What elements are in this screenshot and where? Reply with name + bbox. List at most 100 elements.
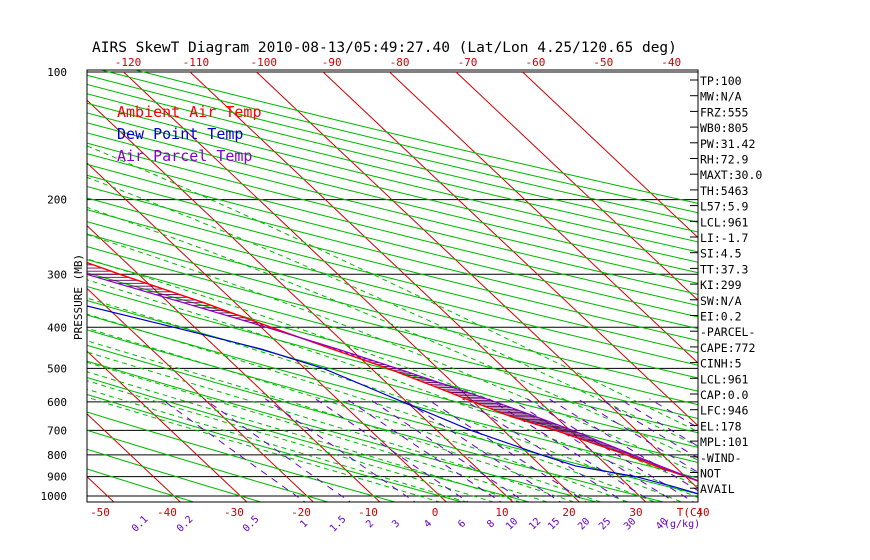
isotherm-line [87,162,441,497]
index-value: MAXT:30.0 [700,168,762,182]
top-temp-tick-label: -40 [661,56,681,69]
index-value: TT:37.3 [700,262,749,276]
dry-adiabat-line [87,285,698,448]
isotherm-line [87,350,241,497]
index-value: CAP:0.0 [700,388,749,402]
dry-adiabat-line [87,174,698,330]
grid-lines [0,70,849,505]
isotherm-line [389,71,698,364]
pressure-tick-label: 500 [47,362,67,375]
isotherm-line [706,496,716,505]
index-value: -PARCEL- [700,325,755,339]
mixing-ratio-line [548,398,698,492]
mixing-ratio-tick-label: 25 [597,516,613,532]
index-value: LCL:961 [700,372,749,386]
mixing-ratio-tick-label: 2 [364,518,376,530]
isotherm-line [522,71,698,239]
mixing-ratio-tick-label: 4 [422,518,434,530]
moist-adiabat-line [87,327,630,502]
mixing-ratio-tick-label: 1 [298,518,310,530]
top-temp-tick-label: -110 [183,56,210,69]
index-value: LFC:946 [700,404,749,418]
pressure-axis-label: PRESSURE (MB) [72,254,85,340]
isotherm-line [773,496,783,505]
temp-tick-label: 30 [629,506,642,519]
index-value: FRZ:555 [700,105,748,119]
mixing-ratio-line [509,398,676,502]
dry-adiabat-line [87,429,330,502]
moist-adiabat-line [87,361,549,502]
temp-tick-label: -20 [291,506,311,519]
mixing-ratio-line [160,398,306,502]
dry-adiabat-line [87,246,698,406]
dry-adiabat-line [87,376,532,502]
temp-tick-label: -50 [90,506,110,519]
profile-series [87,261,698,495]
isotherm-line [439,495,448,502]
dry-adiabat-line [87,344,666,502]
dew-point-temp-line [87,305,698,495]
isotherm-line [839,496,849,505]
index-value: MPL:101 [700,435,749,449]
temp-tick-label: -30 [224,506,244,519]
top-temp-tick-label: -120 [115,56,142,69]
moist-adiabat-line [87,234,698,474]
isotherm-line [123,71,574,497]
dry-adiabat-line [87,102,698,253]
dry-adiabat-line [87,93,698,243]
mixing-ratio-tick-label: 20 [576,516,592,532]
mixing-ratio-line [368,398,527,502]
air-parcel-temp-line [87,273,698,482]
isotherm-line [87,287,308,497]
mixing-ratio-line [577,398,698,473]
isotherm-line [87,99,507,497]
cape-hatching [87,264,685,477]
temp-tick-label: 10 [495,506,508,519]
isotherm-line [0,72,41,496]
mixing-ratio-tick-label: 1.5 [328,514,349,535]
dry-adiabat-line [87,74,698,223]
index-value: EI:0.2 [700,310,742,324]
index-value: EL:178 [700,419,742,433]
index-value: WB0:805 [700,121,748,135]
moist-adiabat-line [87,176,698,447]
index-value: SI:4.5 [700,247,742,261]
mixing-ratio-line [600,398,698,459]
moist-adiabat-line [87,388,469,502]
dry-adiabat-line [87,393,465,502]
temp-tick-label: -40 [157,506,177,519]
top-temp-tick-label: -90 [322,56,342,69]
top-temp-tick-label: -50 [593,56,613,69]
moist-adiabat-line [87,371,522,502]
isotherm-line [107,495,115,502]
legend-entry: Dew Point Temp [117,125,243,143]
pressure-tick-label: 200 [47,194,67,207]
dry-adiabat-line [87,132,698,284]
isotherm-line [306,495,315,502]
temp-unit-label: T(C) [677,506,704,519]
mixing-ratio-tick-label: 6 [456,518,468,530]
dry-adiabat-line [99,70,698,214]
dry-adiabat-line [87,112,698,263]
top-temp-tick-label: -60 [525,56,545,69]
mixing-ratio-line [203,398,352,502]
dry-adiabat-line [87,360,599,502]
chart-title: AIRS SkewT Diagram 2010-08-13/05:49:27.4… [92,40,677,56]
index-value: LCL:961 [700,215,749,229]
legend-entry: Ambient Air Temp [117,103,262,121]
mixing-ratio-line [426,398,588,502]
mixing-ratio-line [346,398,502,502]
pressure-tick-label: 1000 [41,490,68,503]
dry-adiabat-line [87,197,698,354]
pressure-tick-label: 400 [47,321,67,334]
isotherm-line [506,495,514,502]
mixing-ratio-line [526,398,695,502]
isotherm-line [256,71,698,490]
pressure-tick-label: 900 [47,471,67,484]
moist-adiabat-line [87,380,495,502]
mixing-ratio-unit-label: (g/kg) [664,519,700,530]
isotherm-line [572,495,581,502]
index-value: CINH:5 [700,357,742,371]
